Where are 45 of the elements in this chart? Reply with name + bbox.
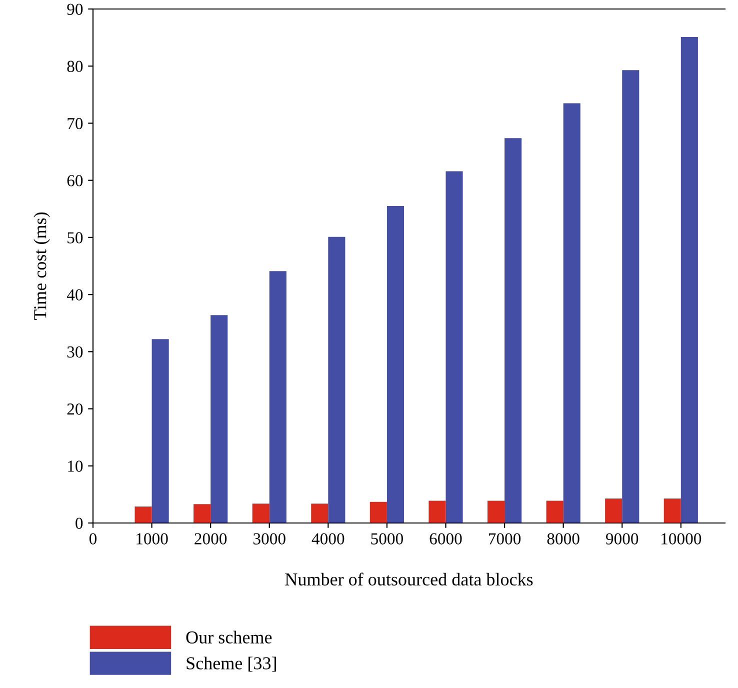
bar <box>311 504 328 523</box>
y-tick-label: 60 <box>67 175 83 186</box>
y-tick-label: 0 <box>76 518 83 529</box>
x-tick-label: 9000 <box>606 533 638 544</box>
bar <box>546 500 564 523</box>
y-tick-label: 70 <box>68 118 83 130</box>
x-tick-label: 5000 <box>371 533 403 544</box>
y-tick-label: 50 <box>68 232 83 244</box>
x-tick-label: 3000 <box>254 533 286 544</box>
x-tick-label: 6000 <box>430 533 462 544</box>
bar <box>194 504 211 523</box>
x-tick-label: 1000 <box>136 533 168 544</box>
y-tick-label: 40 <box>66 289 83 300</box>
bar <box>210 315 228 523</box>
bar <box>428 500 446 523</box>
x-tick-label: 7000 <box>488 533 521 544</box>
x-axis-title: Number of outsourced data blocks <box>285 572 533 586</box>
y-tick-label: 20 <box>67 403 83 415</box>
bar <box>134 506 152 523</box>
bar <box>269 271 286 523</box>
x-tick-label: 4000 <box>312 533 344 544</box>
y-axis-title: Time cost (ms) <box>34 212 50 320</box>
y-tick-label: 30 <box>67 346 83 358</box>
x-tick-label: 10000 <box>662 533 702 544</box>
bar <box>605 498 622 523</box>
x-tick-label: 2000 <box>194 533 227 544</box>
bar <box>386 206 404 523</box>
bar <box>504 138 522 523</box>
bar <box>328 236 346 523</box>
legend-label: Scheme [33] <box>186 656 276 672</box>
bar <box>664 498 681 523</box>
bar <box>370 502 387 523</box>
y-tick-label: 10 <box>68 460 83 472</box>
legend-label: Our scheme <box>186 630 272 644</box>
bar <box>446 171 463 523</box>
bar <box>152 339 169 523</box>
x-tick-label: 8000 <box>547 533 580 544</box>
y-tick-label: 90 <box>67 4 83 15</box>
bar <box>680 36 698 523</box>
y-tick-label: 80 <box>67 60 83 72</box>
bar <box>487 500 505 523</box>
x-tick-label: 0 <box>89 533 97 544</box>
bar <box>252 504 270 523</box>
bar <box>622 70 640 523</box>
bar <box>563 103 580 523</box>
